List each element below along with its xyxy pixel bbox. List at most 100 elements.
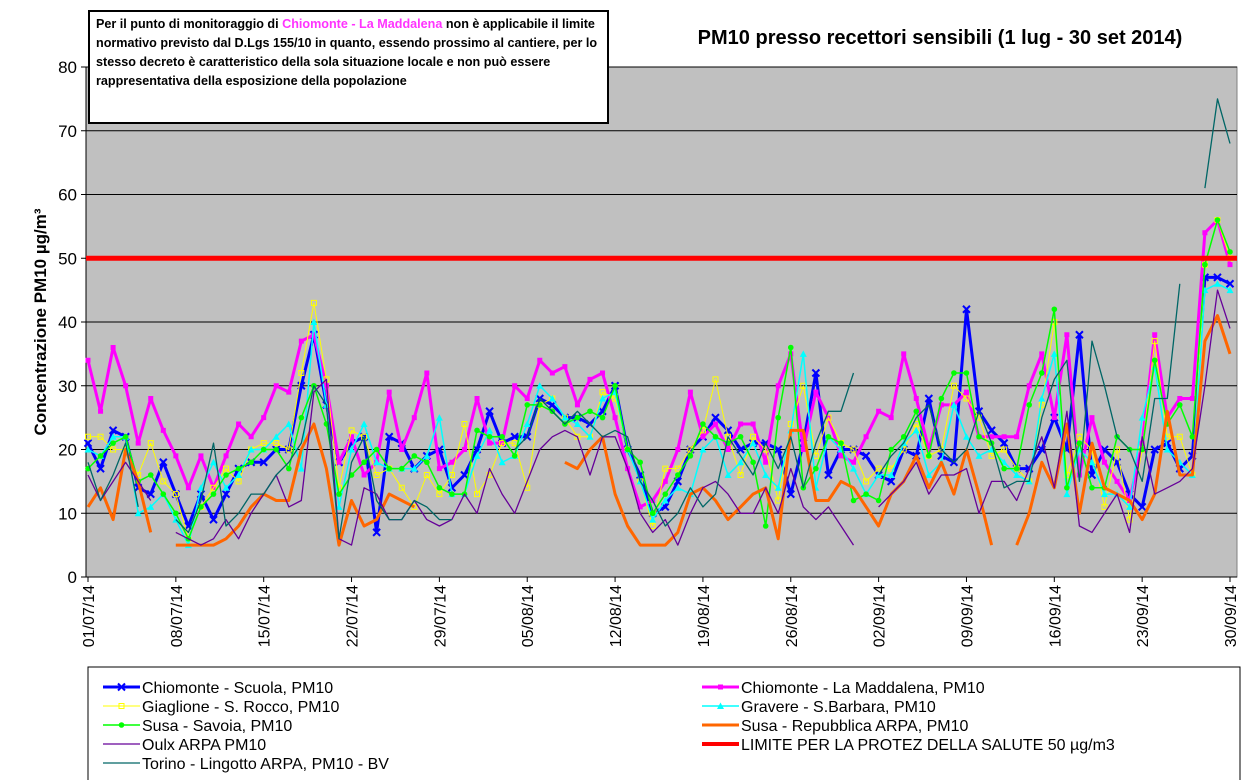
marker (247, 446, 255, 453)
marker (447, 483, 457, 492)
marker (662, 478, 668, 484)
marker (184, 521, 193, 531)
marker (436, 466, 442, 472)
marker (1038, 395, 1046, 402)
marker (286, 389, 292, 395)
marker (838, 440, 844, 446)
marker (1177, 396, 1183, 401)
marker (950, 401, 958, 408)
legend-label: Chiomonte - La Maddalena, PM10 (741, 680, 985, 697)
y-tick-label: 10 (58, 504, 77, 523)
x-tick-label: 05/08/14 (520, 585, 537, 647)
marker (763, 459, 769, 465)
marker (825, 433, 832, 440)
marker (800, 447, 806, 452)
marker (1227, 262, 1233, 268)
marker (235, 478, 242, 485)
marker (987, 426, 996, 435)
marker (436, 484, 443, 491)
marker (750, 421, 756, 427)
marker (97, 453, 104, 459)
marker (1075, 330, 1084, 339)
marker (661, 497, 669, 504)
marker (147, 472, 154, 478)
marker (1126, 503, 1134, 510)
x-tick-label: 26/08/14 (784, 585, 801, 647)
marker (1001, 446, 1008, 453)
marker (861, 451, 871, 461)
marker (913, 408, 920, 415)
marker (84, 446, 92, 453)
marker (938, 395, 945, 402)
legend-label: Giaglione - S. Rocco, PM10 (142, 699, 340, 716)
marker (372, 528, 381, 537)
marker (875, 465, 882, 472)
marker (272, 433, 280, 440)
marker (173, 510, 179, 517)
marker (1163, 446, 1171, 453)
marker (838, 453, 844, 459)
marker (1114, 478, 1120, 484)
x-tick-label: 12/08/14 (608, 585, 625, 647)
y-tick-label: 60 (58, 186, 77, 205)
marker (1213, 280, 1221, 287)
marker (360, 420, 368, 427)
marker (110, 440, 116, 446)
marker (1150, 445, 1159, 454)
annotation-text: non è applicabile il limite normativo pr… (96, 17, 598, 88)
marker (813, 465, 819, 472)
marker (976, 433, 982, 440)
marker (511, 453, 518, 459)
marker (398, 465, 405, 472)
marker (474, 427, 480, 434)
marker (1026, 383, 1032, 389)
marker (424, 370, 430, 376)
marker (799, 350, 807, 357)
marker (1102, 459, 1108, 465)
marker (687, 389, 693, 395)
marker (1213, 273, 1222, 282)
marker (662, 465, 669, 472)
marker (587, 376, 593, 382)
marker (1026, 402, 1033, 408)
marker (1202, 261, 1208, 268)
marker (863, 491, 869, 497)
marker (510, 432, 519, 441)
legend-label: Chiomonte - Scuola, PM10 (142, 680, 333, 697)
marker (524, 396, 530, 401)
marker (310, 318, 318, 325)
marker (775, 497, 782, 504)
marker (875, 497, 882, 504)
marker (122, 433, 129, 440)
marker (850, 465, 858, 472)
marker (147, 503, 155, 510)
marker (386, 389, 392, 395)
marker (1151, 338, 1158, 345)
legend-label: Gravere - S.Barbara, PM10 (741, 699, 936, 716)
marker (1126, 516, 1133, 523)
x-tick-label: 15/07/14 (257, 585, 274, 647)
marker (1189, 433, 1196, 440)
marker (411, 453, 418, 459)
marker (774, 484, 782, 491)
marker (373, 446, 380, 453)
x-tick-label: 19/08/14 (696, 585, 713, 647)
marker (687, 453, 694, 459)
marker (749, 439, 757, 447)
marker (700, 421, 706, 427)
marker (486, 426, 494, 434)
marker (235, 471, 243, 478)
x-tick-label: 29/07/14 (432, 585, 449, 647)
x-tick-label: 16/09/14 (1047, 585, 1064, 647)
marker (963, 370, 970, 376)
marker (512, 383, 518, 389)
marker (813, 389, 819, 395)
y-tick-label: 80 (58, 58, 77, 77)
marker (1088, 458, 1096, 466)
marker (548, 395, 556, 402)
x-tick-label: 23/09/14 (1135, 585, 1152, 647)
marker (600, 370, 606, 376)
marker (197, 484, 205, 491)
marker (1038, 370, 1045, 376)
marker (461, 447, 467, 452)
